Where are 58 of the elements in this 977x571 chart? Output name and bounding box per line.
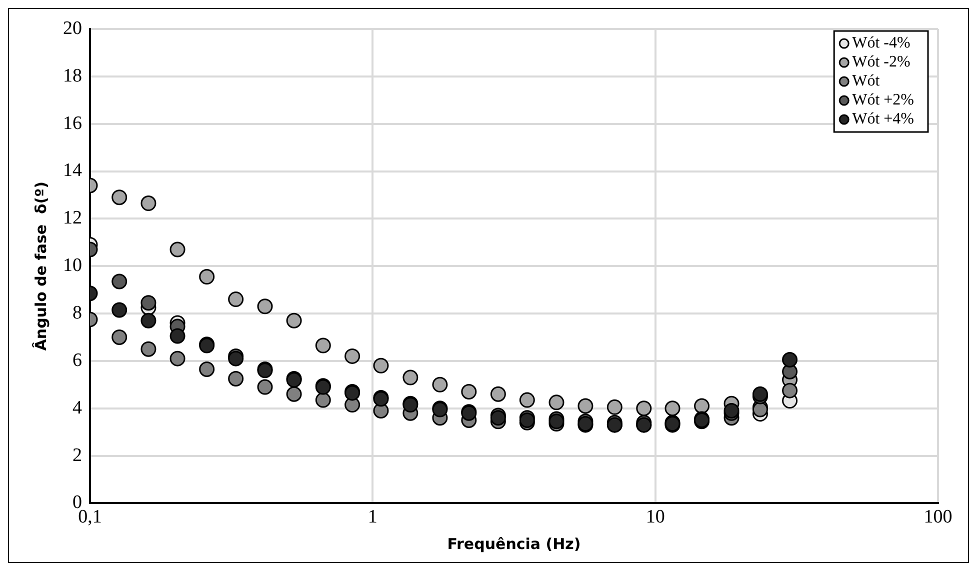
x-axis-title: Frequência (Hz) <box>447 534 581 553</box>
point <box>112 190 128 206</box>
point <box>257 298 273 314</box>
y-tick-label: 10 <box>63 255 82 276</box>
point <box>228 292 244 308</box>
point <box>344 348 360 364</box>
legend-label: Wót +4% <box>852 110 914 128</box>
point <box>112 274 128 290</box>
legend-label: Wót -4% <box>852 34 910 52</box>
point <box>578 398 594 414</box>
point <box>140 295 156 311</box>
point <box>140 341 156 357</box>
point <box>257 379 273 395</box>
point <box>432 376 448 392</box>
legend-label: Wót <box>852 72 880 90</box>
y-tick-label: 6 <box>72 350 82 371</box>
point <box>694 398 710 414</box>
y-axis-title: Ângulo de fase δ(º) <box>32 182 50 351</box>
point <box>519 392 535 408</box>
point <box>548 394 564 410</box>
point <box>461 384 477 400</box>
legend-label: Wót +2% <box>852 92 914 109</box>
point <box>490 386 506 402</box>
point <box>228 370 244 386</box>
x-tick-label: 1 <box>368 506 378 528</box>
point <box>664 400 680 416</box>
point <box>170 350 186 366</box>
point <box>199 361 215 377</box>
point <box>286 312 302 328</box>
point <box>170 242 186 258</box>
point <box>782 382 798 398</box>
point <box>199 269 215 285</box>
point <box>402 370 418 386</box>
point <box>315 392 331 408</box>
point <box>140 312 156 328</box>
y-tick-label: 16 <box>63 112 82 134</box>
x-tick-label: 100 <box>924 506 952 528</box>
point <box>170 328 186 344</box>
legend-label: Wót -2% <box>852 54 910 71</box>
point <box>636 400 652 416</box>
y-tick-label: 12 <box>63 208 82 229</box>
point <box>315 338 331 354</box>
x-tick-label: 10 <box>646 506 665 528</box>
y-tick-label: 20 <box>63 18 82 39</box>
point <box>606 399 622 415</box>
point <box>112 329 128 345</box>
point <box>112 302 128 318</box>
y-tick-label: 14 <box>63 160 82 182</box>
x-tick-label: 0,1 <box>78 506 102 528</box>
point <box>752 402 768 418</box>
point <box>373 358 389 374</box>
y-tick-label: 4 <box>72 397 82 418</box>
y-tick-label: 8 <box>72 302 82 324</box>
y-tick-label: 18 <box>63 65 82 86</box>
point <box>286 386 302 402</box>
point <box>782 352 798 368</box>
point <box>140 196 156 212</box>
y-tick-label: 2 <box>72 444 82 466</box>
